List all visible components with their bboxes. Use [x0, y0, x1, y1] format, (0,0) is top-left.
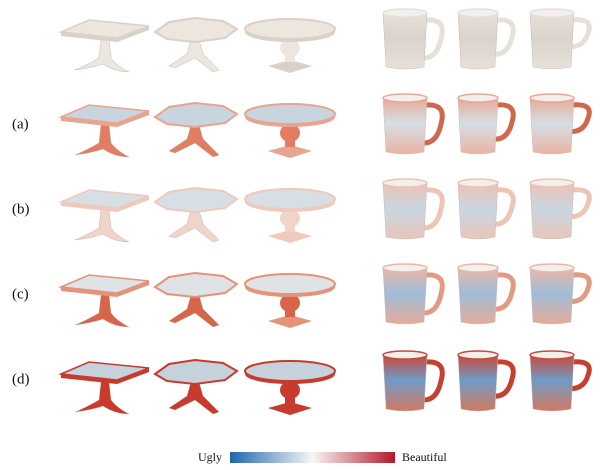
mug-rim — [382, 8, 428, 18]
table-top — [244, 18, 336, 40]
table-legs — [74, 39, 130, 73]
table-edge — [117, 26, 149, 42]
mug-rim — [382, 350, 428, 360]
mug-rim — [457, 263, 499, 273]
mug-handle — [494, 17, 516, 57]
table-edge — [61, 202, 117, 212]
table-edge — [61, 32, 117, 42]
mug-rim — [382, 263, 428, 273]
mug-handle — [494, 102, 516, 142]
mug-rim — [457, 8, 499, 18]
table-top — [153, 271, 239, 299]
table-legs — [168, 209, 220, 243]
table-edge — [61, 287, 117, 297]
mug-body — [382, 354, 428, 412]
mug-rim — [457, 350, 499, 360]
mug-rim — [457, 178, 499, 188]
table-edge — [61, 117, 117, 127]
mug-body — [382, 12, 428, 70]
mug-handle — [494, 187, 516, 227]
mug-rim — [382, 178, 428, 188]
table-base — [268, 145, 312, 158]
table-ball — [280, 124, 300, 142]
table-base — [268, 60, 312, 73]
table-top — [244, 188, 336, 210]
mug-handle — [494, 272, 516, 312]
table-edge — [117, 281, 149, 297]
mug-rim — [457, 93, 499, 103]
table-top — [58, 104, 150, 124]
mug-rim — [529, 93, 575, 103]
table-ball — [280, 209, 300, 227]
row-label: (b) — [12, 201, 30, 217]
row-label: (d) — [12, 371, 30, 387]
mug-handle — [570, 187, 592, 220]
mug-body — [457, 354, 499, 412]
mug-handle — [423, 272, 445, 316]
table-top — [244, 103, 336, 125]
table-top — [58, 19, 150, 39]
mug-handle — [570, 17, 592, 50]
table-legs — [168, 39, 220, 73]
mug-handle — [423, 102, 445, 146]
table-top — [244, 273, 336, 295]
table-ball — [280, 294, 300, 312]
mug-handle — [423, 359, 445, 403]
colorbar-low-label: Ugly — [198, 450, 222, 464]
table-legs — [74, 209, 130, 243]
table-top — [58, 274, 150, 294]
mug-handle — [570, 359, 592, 392]
mug-body — [457, 12, 499, 70]
table-edge — [117, 368, 149, 384]
table-top — [244, 360, 336, 382]
colorbar — [230, 452, 395, 463]
table-top — [58, 361, 150, 381]
mug-body — [529, 12, 575, 70]
table-legs — [74, 294, 130, 328]
mug-body — [382, 97, 428, 155]
table-base — [268, 402, 312, 415]
mug-body — [529, 97, 575, 155]
table-legs — [168, 381, 220, 415]
mug-rim — [382, 93, 428, 103]
table-legs — [168, 294, 220, 328]
table-top — [153, 101, 239, 129]
table-ball — [280, 381, 300, 399]
mug-body — [382, 182, 428, 240]
row-label: (a) — [12, 116, 29, 132]
mug-body — [457, 97, 499, 155]
table-top — [58, 189, 150, 209]
mug-rim — [529, 263, 575, 273]
mug-rim — [529, 178, 575, 188]
mug-handle — [494, 359, 516, 399]
mug-body — [382, 267, 428, 325]
mug-handle — [570, 102, 592, 135]
colorbar-high-label: Beautiful — [402, 450, 447, 464]
mug-handle — [423, 187, 445, 231]
table-legs — [74, 381, 130, 415]
row-label: (c) — [12, 286, 29, 302]
table-base — [268, 230, 312, 243]
table-edge — [117, 111, 149, 127]
mug-body — [529, 182, 575, 240]
table-legs — [74, 124, 130, 158]
table-edge — [61, 374, 117, 384]
renders — [58, 8, 592, 415]
mug-body — [529, 267, 575, 325]
table-legs — [168, 124, 220, 158]
mug-handle — [423, 17, 445, 61]
mug-rim — [529, 8, 575, 18]
table-top — [153, 358, 239, 386]
table-top — [153, 186, 239, 214]
table-edge — [117, 196, 149, 212]
mug-rim — [529, 350, 575, 360]
table-base — [268, 315, 312, 328]
mug-body — [457, 182, 499, 240]
table-ball — [280, 39, 300, 57]
table-top — [153, 16, 239, 44]
mug-body — [529, 354, 575, 412]
mug-handle — [570, 272, 592, 305]
mug-body — [457, 267, 499, 325]
